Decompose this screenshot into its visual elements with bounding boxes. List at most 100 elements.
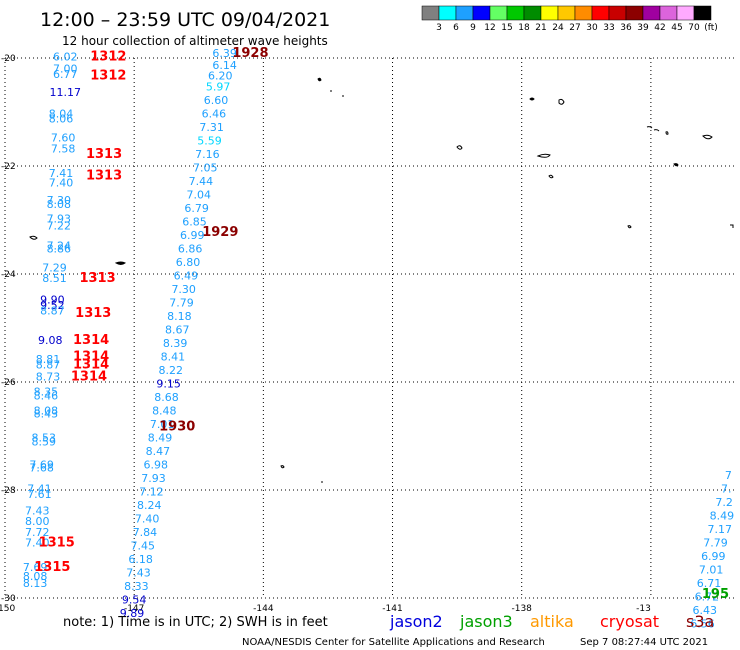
colorbar-swatch: [523, 5, 542, 21]
wave-height-label: 7.05: [193, 161, 218, 174]
island-outline: [673, 163, 679, 167]
wave-height-label: 8.67: [165, 323, 190, 336]
pass-number-label: 1314: [73, 333, 109, 348]
colorbar-label: 39: [637, 23, 649, 33]
pass-number-label: 1312: [90, 50, 126, 65]
colorbar-label: 15: [501, 23, 512, 33]
wave-height-label: 6.80: [176, 256, 201, 269]
wave-height-label: 7.68: [29, 462, 54, 475]
legend-entry: s3a: [686, 612, 714, 631]
pass-number-label: 1930: [159, 420, 195, 435]
wave-height-label: 7.79: [169, 296, 194, 309]
wave-height-label: 8.59: [32, 436, 57, 449]
wave-height-label: 7.93: [47, 213, 72, 226]
wave-height-label: 7.69: [23, 561, 48, 574]
wave-height-label: 7.31: [199, 121, 224, 134]
colorbar-label: (ft): [704, 23, 718, 33]
satellite-legend: jason2 jason3 altika cryosat s3a: [389, 612, 714, 631]
pass-number-label: 1315: [34, 560, 70, 575]
wave-height-label: 8.81: [36, 353, 61, 366]
island-outline: [29, 235, 38, 240]
wave-height-label: 6.77: [53, 68, 78, 81]
wave-height-label: 6.71: [697, 577, 722, 590]
colorbar-label: 45: [671, 23, 682, 33]
wave-height-label: 7.72: [25, 526, 50, 539]
wave-height-label: 9.52: [40, 299, 65, 312]
x-tick-label: -138: [511, 604, 532, 614]
pass-number-label: 1313: [86, 147, 122, 162]
pass-number-label: 1929: [202, 225, 238, 240]
pass-number-labels: 1312131213131313131313131314131413141314…: [34, 46, 729, 602]
pass-number-label: 1314: [73, 349, 109, 364]
footer-timestamp: Sep 7 08:27:44 UTC 2021: [580, 637, 708, 648]
x-tick-label: -147: [124, 604, 144, 614]
y-tick-label: -24: [1, 270, 16, 280]
colorbar-swatch: [676, 5, 695, 21]
colorbar-swatch: [421, 5, 440, 21]
colorbar-label: 27: [569, 23, 580, 33]
wave-height-label: 7.00: [53, 63, 78, 76]
wave-height-label: 7.40: [49, 177, 74, 190]
island-outline: [627, 225, 632, 229]
wave-height-label: 9.08: [38, 334, 63, 347]
wave-height-label: 8.06: [49, 112, 74, 125]
wave-height-label: 7.41: [27, 483, 52, 496]
chart-title: 12:00 – 23:59 UTC 09/04/2021: [40, 9, 330, 31]
island-outline: [653, 129, 660, 132]
wave-height-label: 7.01: [150, 418, 175, 431]
wave-height-label: 7.29: [42, 261, 67, 274]
wave-height-label: 7.58: [51, 143, 76, 156]
island-outline: [114, 261, 126, 265]
wave-height-label: 9.15: [156, 377, 181, 390]
wave-height-label: 7.22: [47, 220, 72, 233]
wave-height-label: 6.85: [182, 215, 207, 228]
x-tick-label: -150: [0, 604, 15, 614]
x-tick-label: -141: [382, 604, 402, 614]
wave-height-label: 8.13: [23, 577, 48, 590]
colorbar-swatch: [438, 5, 457, 21]
colorbar-swatch: [608, 5, 627, 21]
pass-number-label: 1315: [39, 536, 75, 551]
colorbar-swatch: [455, 5, 474, 21]
wave-height-label: 8.41: [161, 350, 186, 363]
island-outline: [456, 145, 463, 150]
wave-height-label: 8.24: [137, 499, 162, 512]
wave-height-label: 7.40: [135, 512, 160, 525]
wave-height-label: 7.79: [703, 537, 728, 550]
colorbar-label: 21: [535, 23, 546, 33]
wave-height-label: 7.: [721, 483, 732, 496]
plot-area: -150 -147 -144 -141 -138 -13 -20 -22 -24 -26 -28 -3…: [0, 46, 737, 631]
island-outline: [665, 131, 669, 135]
wave-height-label: 7.93: [141, 472, 166, 485]
colorbar-label: 3: [436, 23, 442, 33]
wave-height-label: 8.73: [36, 370, 61, 383]
wave-height-label: 8.49: [148, 431, 173, 444]
wave-height-label: 8.08: [34, 404, 59, 417]
wave-height-label: 7.04: [187, 188, 212, 201]
colorbar-label: 33: [603, 23, 614, 33]
x-tick-label: -144: [253, 604, 274, 614]
legend-entry: jason2: [389, 612, 443, 631]
wave-height-label: 6.86: [178, 242, 203, 255]
wave-height-label: 8.18: [167, 310, 192, 323]
x-tick-label: -13: [636, 604, 651, 614]
colorbar-label: 24: [552, 23, 564, 33]
wave-height-label: 8.39: [163, 337, 188, 350]
pass-number-label: 1313: [79, 271, 115, 286]
wave-height-label: 8.47: [146, 445, 171, 458]
wave-height-label: 9.54: [122, 593, 147, 606]
wave-height-label: 8.46: [34, 389, 59, 402]
island-outline: [280, 465, 285, 469]
colorbar-swatch: [591, 5, 610, 21]
wave-height-label: 6.18: [128, 553, 153, 566]
wave-height-label: 8.51: [42, 272, 67, 285]
colorbar-label: 30: [586, 23, 598, 33]
wave-height-label: 6.99: [180, 229, 205, 242]
legend-entry: cryosat: [600, 612, 659, 631]
wave-height-label: 8.86: [47, 242, 72, 255]
island-outline: [536, 153, 551, 158]
pass-number-label: 1313: [75, 306, 111, 321]
legend-entry: jason3: [459, 612, 513, 631]
wave-height-label: 8.22: [159, 364, 184, 377]
island-outline: [558, 98, 565, 105]
